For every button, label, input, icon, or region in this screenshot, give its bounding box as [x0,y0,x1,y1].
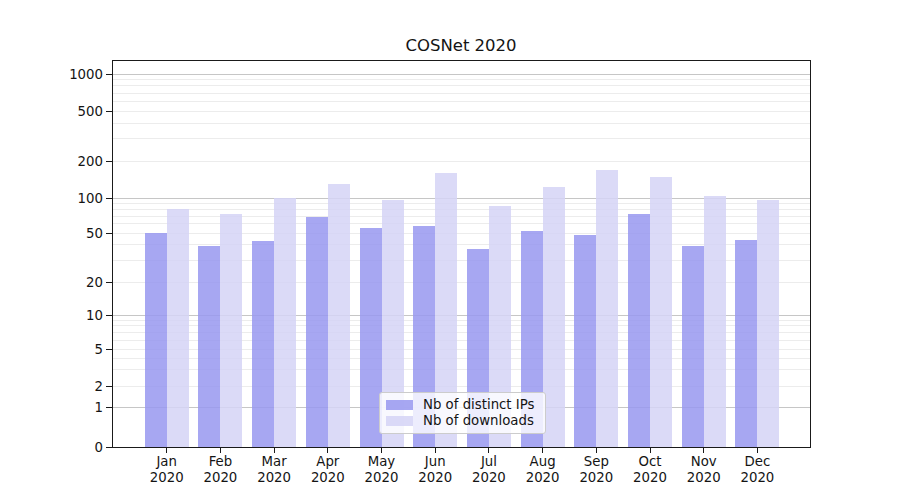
x-tick-label-month: Aug [530,454,556,469]
x-tick-label-month: Mar [262,454,288,469]
bar-nb-of-downloads-nov [704,196,726,447]
bar-nb-of-distinct-ips-jan [145,233,167,447]
bar-nb-of-distinct-ips-oct [628,214,650,447]
y-tick-label: 10 [86,308,103,323]
y-tick-label: 0 [95,440,103,455]
legend: Nb of distinct IPs Nb of downloads [379,392,546,434]
y-tick-label: 200 [78,154,103,169]
x-tick-label-year: 2020 [257,470,291,485]
bar-nb-of-downloads-sep [596,170,618,447]
bar-nb-of-distinct-ips-apr [306,217,328,447]
y-tick-label: 50 [86,226,103,241]
x-tick-label-year: 2020 [418,470,452,485]
x-tick-label-month: Jan [155,454,177,469]
x-tick-label-month: Nov [691,454,717,469]
legend-label-downloads: Nb of downloads [423,413,534,429]
legend-label-distinct-ips: Nb of distinct IPs [423,397,534,413]
bar-nb-of-distinct-ips-sep [574,235,596,447]
bar-nb-of-downloads-mar [274,198,296,447]
bar-nb-of-downloads-feb [220,214,242,447]
bar-nb-of-distinct-ips-dec [735,240,757,447]
x-tick-label-year: 2020 [740,470,774,485]
x-tick-label-year: 2020 [365,470,399,485]
figure-canvas: COSNet 2020 01251020501002005001000Jan20… [0,0,900,500]
x-tick-label-month: May [368,454,396,469]
bar-nb-of-downloads-jan [167,209,189,447]
legend-swatch-downloads-icon [386,416,413,426]
y-tick-label: 500 [78,104,103,119]
x-tick-label-year: 2020 [472,470,506,485]
x-tick-label-month: Dec [745,454,771,469]
x-tick-label-month: Sep [584,454,609,469]
y-tick-label: 2 [95,379,103,394]
x-tick-label-year: 2020 [150,470,184,485]
bar-nb-of-distinct-ips-feb [198,246,220,447]
bar-nb-of-downloads-oct [650,177,672,447]
y-tick-label: 1 [95,400,103,415]
y-tick-label: 20 [86,275,103,290]
x-tick-label-month: Oct [639,454,662,469]
x-tick-label-year: 2020 [203,470,237,485]
bar-nb-of-distinct-ips-mar [252,241,274,447]
legend-item-distinct-ips: Nb of distinct IPs [386,397,537,413]
y-tick-label: 5 [95,342,103,357]
y-tick-label: 1000 [69,67,103,82]
x-tick-label-year: 2020 [526,470,560,485]
x-tick-label-year: 2020 [687,470,721,485]
bar-nb-of-distinct-ips-nov [682,246,704,447]
x-tick-label-month: Apr [316,454,340,469]
x-tick-label-year: 2020 [633,470,667,485]
y-tick-label: 100 [78,191,103,206]
bar-nb-of-downloads-dec [757,200,779,447]
x-tick-label-month: Jul [480,454,497,469]
x-tick-label-year: 2020 [579,470,613,485]
x-tick-label-year: 2020 [311,470,345,485]
bar-nb-of-downloads-apr [328,184,350,447]
x-tick-label-month: Feb [209,454,233,469]
legend-swatch-distinct-ips-icon [386,400,413,410]
legend-item-downloads: Nb of downloads [386,413,537,429]
x-tick-label-month: Jun [424,454,446,469]
